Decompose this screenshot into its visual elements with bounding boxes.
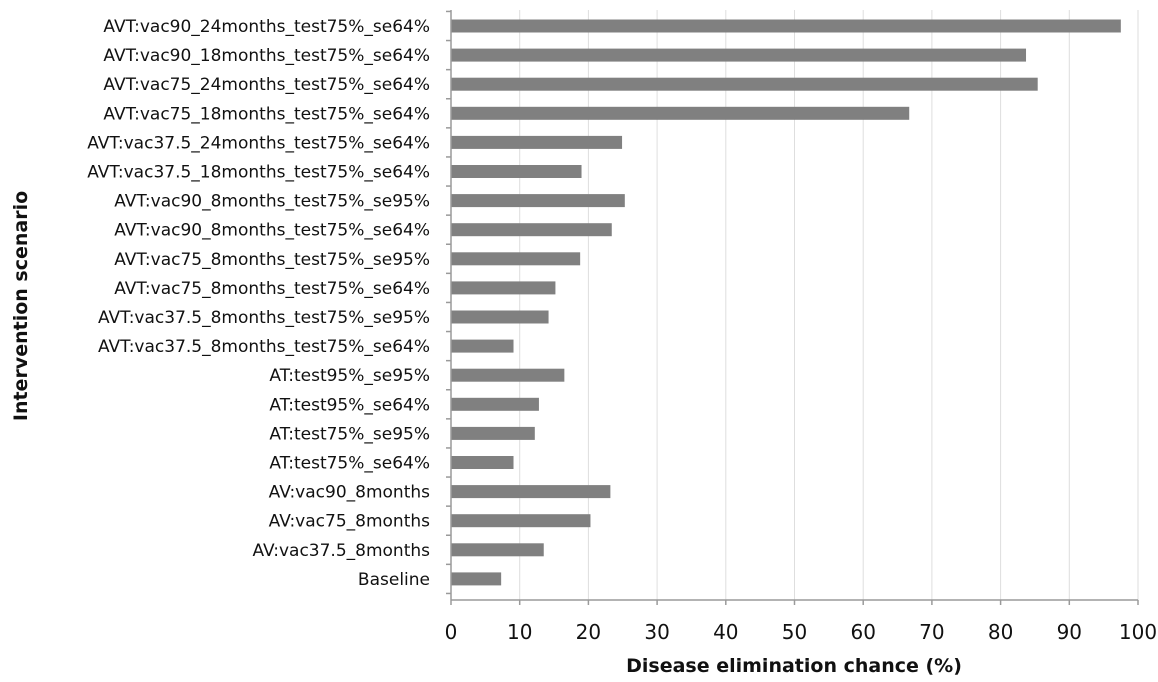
x-axis-title: Disease elimination chance (%) <box>626 655 962 677</box>
bar <box>451 135 623 149</box>
category-label: AVT:vac75_18months_test75%_se64% <box>103 104 430 124</box>
x-tick-label: 100 <box>1119 620 1157 644</box>
category-label: AT:test95%_se95% <box>269 366 430 386</box>
bar <box>451 194 625 208</box>
x-tick-label: 80 <box>988 620 1013 644</box>
x-tick-label: 0 <box>445 620 458 644</box>
category-label: AVT:vac37.5_8months_test75%_se95% <box>98 308 430 328</box>
bar <box>451 252 581 266</box>
bar <box>451 165 582 178</box>
category-label: AVT:vac90_8months_test75%_se64% <box>114 221 430 241</box>
bar <box>451 572 502 586</box>
bar <box>451 456 514 469</box>
category-label: AV:vac37.5_8months <box>252 541 430 561</box>
x-tick-label: 30 <box>644 620 669 644</box>
category-label: AVT:vac75_8months_test75%_se64% <box>114 279 430 299</box>
category-label: AT:test95%_se64% <box>269 395 430 415</box>
bars <box>451 19 1121 586</box>
category-labels: AVT:vac90_24months_test75%_se64% AVT:vac9… <box>87 17 430 590</box>
bar <box>451 339 514 353</box>
category-label: AVT:vac37.5_8months_test75%_se64% <box>98 337 430 357</box>
category-label: Baseline <box>358 570 430 590</box>
bar <box>451 77 1038 91</box>
category-label: AT:test75%_se64% <box>269 454 430 474</box>
x-tick-label: 10 <box>507 620 532 644</box>
bar <box>451 106 910 120</box>
bar <box>451 223 612 237</box>
bar <box>451 514 591 528</box>
bar <box>451 281 556 295</box>
category-label: AVT:vac75_24months_test75%_se64% <box>103 75 430 95</box>
x-tick-label: 60 <box>850 620 875 644</box>
x-tick-label: 70 <box>919 620 944 644</box>
category-label: AVT:vac90_18months_test75%_se64% <box>103 46 430 66</box>
bar <box>451 397 539 411</box>
x-tick-label: 40 <box>713 620 738 644</box>
axes <box>446 10 1139 605</box>
x-tick-labels: 0 10 20 30 40 50 60 70 80 90 100 <box>445 620 1157 644</box>
bar <box>451 368 565 382</box>
category-label: AV:vac75_8months <box>269 512 430 532</box>
x-tick-label: 50 <box>782 620 807 644</box>
bar <box>451 543 544 557</box>
category-label: AVT:vac75_8months_test75%_se95% <box>114 250 430 270</box>
category-label: AV:vac90_8months <box>269 483 430 503</box>
category-label: AVT:vac90_8months_test75%_se95% <box>114 192 430 212</box>
category-label: AVT:vac37.5_24months_test75%_se64% <box>87 133 430 153</box>
bar <box>451 19 1121 33</box>
bar <box>451 48 1027 62</box>
category-label: AVT:vac90_24months_test75%_se64% <box>103 17 430 37</box>
category-label: AVT:vac37.5_18months_test75%_se64% <box>87 163 430 183</box>
bar <box>451 310 549 324</box>
gridlines <box>519 10 1139 600</box>
x-tick-label: 90 <box>1057 620 1082 644</box>
bar <box>451 485 611 499</box>
y-axis-title: Intervention scenario <box>10 191 32 421</box>
x-tick-label: 20 <box>576 620 601 644</box>
bar <box>451 426 535 440</box>
category-label: AT:test75%_se95% <box>269 424 430 444</box>
